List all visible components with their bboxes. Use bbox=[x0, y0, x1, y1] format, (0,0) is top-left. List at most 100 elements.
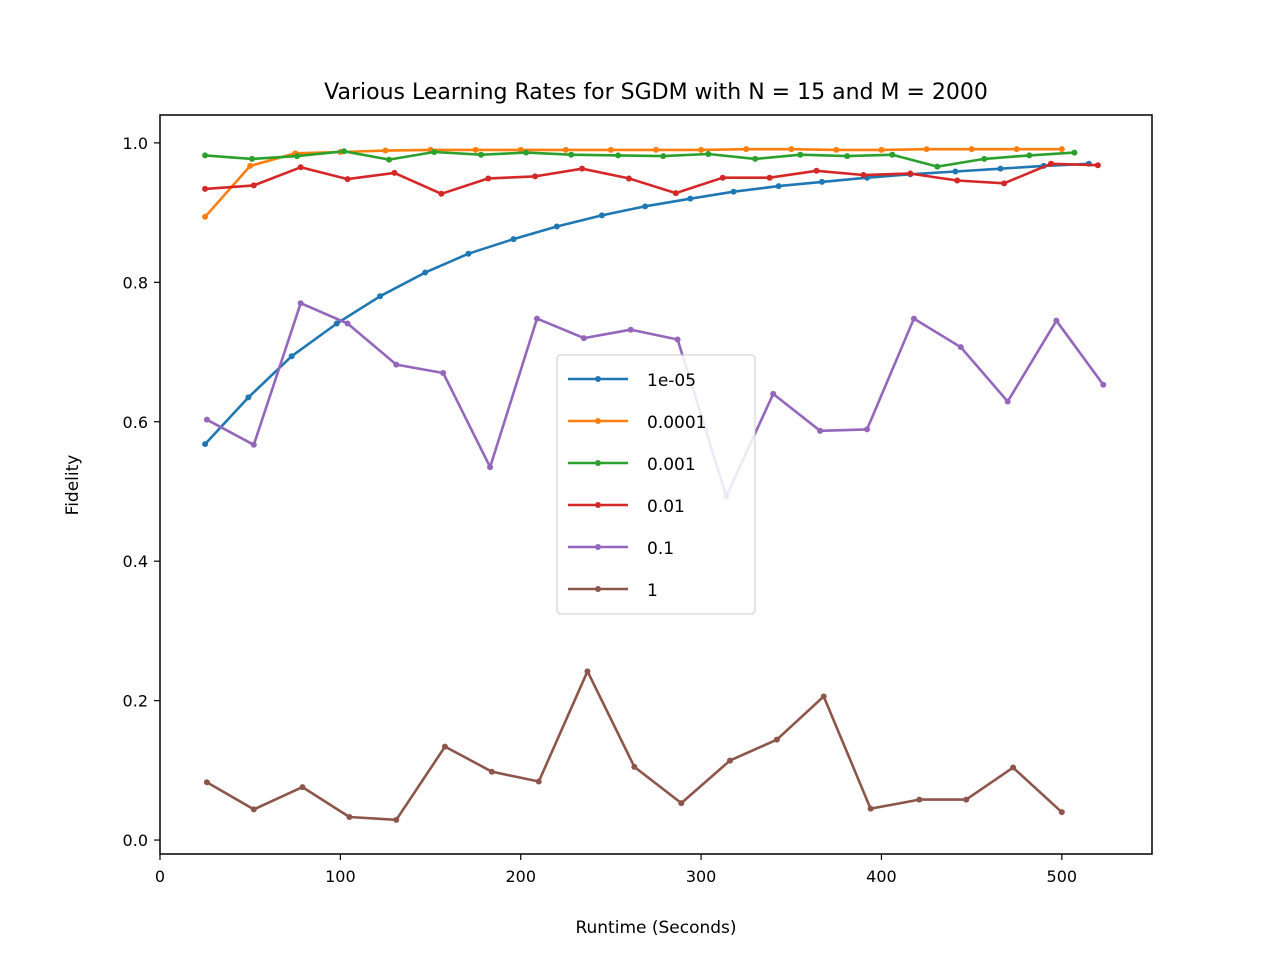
legend-marker bbox=[595, 418, 601, 424]
series-0.001 bbox=[202, 148, 1078, 170]
y-tick-label: 0.8 bbox=[123, 273, 148, 292]
data-point bbox=[441, 743, 448, 750]
data-point bbox=[344, 176, 351, 183]
x-tick-label: 300 bbox=[686, 867, 717, 886]
data-point bbox=[660, 153, 667, 160]
data-point bbox=[752, 155, 759, 162]
data-point bbox=[907, 170, 914, 177]
data-point bbox=[957, 344, 964, 351]
data-point bbox=[678, 800, 685, 807]
data-point bbox=[889, 151, 896, 158]
x-axis-label: Runtime (Seconds) bbox=[575, 918, 736, 938]
data-point bbox=[817, 427, 824, 434]
legend-marker bbox=[595, 376, 601, 382]
data-point bbox=[878, 146, 885, 153]
y-tick-label: 0.6 bbox=[123, 413, 148, 432]
plot-frame bbox=[159, 114, 1153, 855]
legend-item: 0.0001 bbox=[568, 413, 706, 433]
data-point bbox=[248, 155, 255, 162]
data-point bbox=[719, 174, 726, 181]
data-point bbox=[981, 155, 988, 162]
data-point bbox=[203, 779, 210, 786]
data-point bbox=[346, 814, 353, 821]
data-point bbox=[954, 177, 961, 184]
data-point bbox=[997, 165, 1004, 172]
data-point bbox=[333, 320, 340, 327]
legend-item: 0.001 bbox=[568, 455, 696, 475]
data-point bbox=[297, 164, 304, 171]
data-point bbox=[202, 185, 209, 192]
legend-label: 0.001 bbox=[647, 455, 696, 475]
data-point bbox=[568, 151, 575, 158]
legend-box bbox=[556, 354, 756, 615]
data-point bbox=[553, 223, 560, 230]
y-tick-label: 0.0 bbox=[123, 831, 148, 850]
data-point bbox=[770, 390, 777, 397]
data-point bbox=[202, 213, 209, 220]
legend-item: 0.1 bbox=[568, 539, 674, 559]
data-point bbox=[377, 293, 384, 300]
data-point bbox=[203, 416, 210, 423]
legend-item: 1e-05 bbox=[568, 371, 696, 391]
plot-lines bbox=[202, 146, 1107, 823]
data-point bbox=[743, 146, 750, 153]
data-point bbox=[517, 146, 524, 153]
data-point bbox=[488, 768, 495, 775]
data-point bbox=[820, 693, 827, 700]
data-point bbox=[465, 250, 472, 257]
legend-label: 0.01 bbox=[647, 497, 685, 517]
series-1 bbox=[203, 668, 1065, 823]
data-point bbox=[1010, 764, 1017, 771]
data-point bbox=[963, 796, 970, 803]
data-point bbox=[788, 146, 795, 153]
chart-title: Various Learning Rates for SGDM with N =… bbox=[324, 80, 988, 105]
x-tick-label: 0 bbox=[155, 867, 165, 886]
x-tick-label: 500 bbox=[1047, 867, 1078, 886]
data-point bbox=[833, 146, 840, 153]
data-point bbox=[1053, 317, 1060, 324]
data-point bbox=[674, 336, 681, 343]
data-point bbox=[726, 757, 733, 764]
data-point bbox=[299, 784, 306, 791]
data-point bbox=[250, 806, 257, 813]
data-point bbox=[1094, 162, 1101, 169]
data-point bbox=[1013, 146, 1020, 153]
data-point bbox=[288, 353, 295, 360]
y-tick-label: 0.4 bbox=[123, 552, 148, 571]
data-point bbox=[485, 175, 492, 182]
data-point bbox=[391, 169, 398, 176]
data-point bbox=[1100, 381, 1107, 388]
data-point bbox=[860, 171, 867, 178]
data-point bbox=[672, 190, 679, 197]
legend-marker bbox=[595, 586, 601, 592]
legend-marker bbox=[595, 544, 601, 550]
data-point bbox=[705, 151, 712, 158]
data-point bbox=[202, 441, 209, 448]
data-point bbox=[653, 146, 659, 153]
data-point bbox=[952, 168, 959, 175]
data-point bbox=[431, 148, 438, 155]
data-point bbox=[478, 151, 485, 158]
data-point bbox=[625, 175, 632, 182]
data-point bbox=[472, 146, 479, 153]
data-point bbox=[250, 182, 257, 189]
data-point bbox=[923, 146, 930, 153]
data-point bbox=[344, 320, 351, 327]
data-point bbox=[642, 203, 649, 210]
data-point bbox=[247, 162, 254, 169]
data-point bbox=[598, 212, 605, 219]
data-point bbox=[698, 146, 705, 153]
data-point bbox=[766, 174, 773, 181]
data-point bbox=[202, 152, 209, 159]
legend-label: 1 bbox=[647, 581, 658, 601]
series-line bbox=[206, 301, 1105, 498]
series-line bbox=[205, 150, 1075, 168]
legend-label: 1e-05 bbox=[647, 371, 696, 391]
data-point bbox=[910, 315, 917, 322]
data-point bbox=[386, 156, 393, 163]
data-point bbox=[250, 441, 257, 448]
data-point bbox=[631, 763, 638, 770]
data-point bbox=[797, 151, 804, 158]
series-line bbox=[205, 162, 1098, 196]
data-point bbox=[294, 153, 301, 160]
